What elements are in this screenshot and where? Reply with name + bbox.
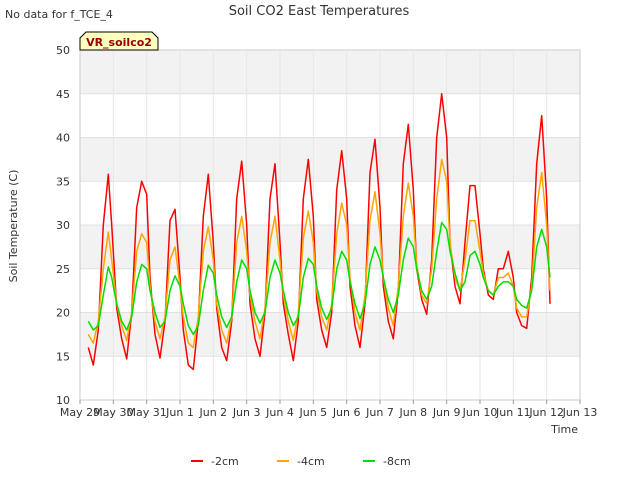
x-tick-label: Jun 3: [232, 406, 261, 419]
x-axis-label: Time: [550, 423, 578, 436]
x-tick-label: Jun 11: [495, 406, 531, 419]
corner-note: No data for f_TCE_4: [5, 8, 113, 21]
y-tick-label: 30: [56, 219, 70, 232]
x-tick-label: Jun 7: [365, 406, 394, 419]
y-tick-label: 35: [56, 175, 70, 188]
x-tick-label: Jun 2: [198, 406, 227, 419]
x-tick-label: May 29: [60, 406, 100, 419]
plot-band: [80, 181, 580, 225]
y-tick-label: 40: [56, 132, 70, 145]
y-tick-label: 15: [56, 350, 70, 363]
y-tick-label: 10: [56, 394, 70, 407]
x-tick-label: Jun 5: [298, 406, 327, 419]
series-line-8cm: [87, 221, 551, 336]
x-tick-label: Jun 6: [332, 406, 361, 419]
x-tick-label: Jun 13: [562, 406, 598, 419]
y-tick-label: 50: [56, 44, 70, 57]
site-badge-label: VR_soilco2: [86, 36, 152, 49]
legend-label: -8cm: [383, 455, 411, 468]
plot-frame: [79, 49, 581, 401]
x-tick-label: Jun 1: [165, 406, 194, 419]
y-axis-ticks: 10 15 20 25 30 35 40 45 50: [56, 44, 70, 407]
series-lines: [87, 93, 551, 371]
plot-band: [80, 356, 580, 400]
series-line-4cm: [87, 158, 551, 349]
y-tick-label: 25: [56, 263, 70, 276]
legend-label: -2cm: [211, 455, 239, 468]
x-tick-label: Jun 12: [528, 406, 564, 419]
plot-band: [80, 225, 580, 269]
chart-title: Soil CO2 East Temperatures: [229, 4, 410, 19]
x-tick-label: May 31: [127, 406, 167, 419]
y-axis-label: Soil Temperature (C): [7, 170, 20, 283]
plot-band: [80, 93, 580, 138]
x-tick-label: Jun 4: [265, 406, 294, 419]
site-badge: VR_soilco2: [79, 31, 159, 51]
x-tick-label: Jun 9: [432, 406, 461, 419]
legend: -2cm -4cm -8cm: [191, 455, 411, 468]
x-tick-label: Jun 10: [462, 406, 498, 419]
plot-band: [80, 50, 580, 94]
x-tick-label: May 30: [93, 406, 133, 419]
y-tick-label: 45: [56, 88, 70, 101]
y-tick-label: 20: [56, 307, 70, 320]
plot-band: [80, 137, 580, 182]
x-tick-label: Jun 8: [398, 406, 427, 419]
site-badge-box: [79, 31, 159, 51]
legend-label: -4cm: [297, 455, 325, 468]
